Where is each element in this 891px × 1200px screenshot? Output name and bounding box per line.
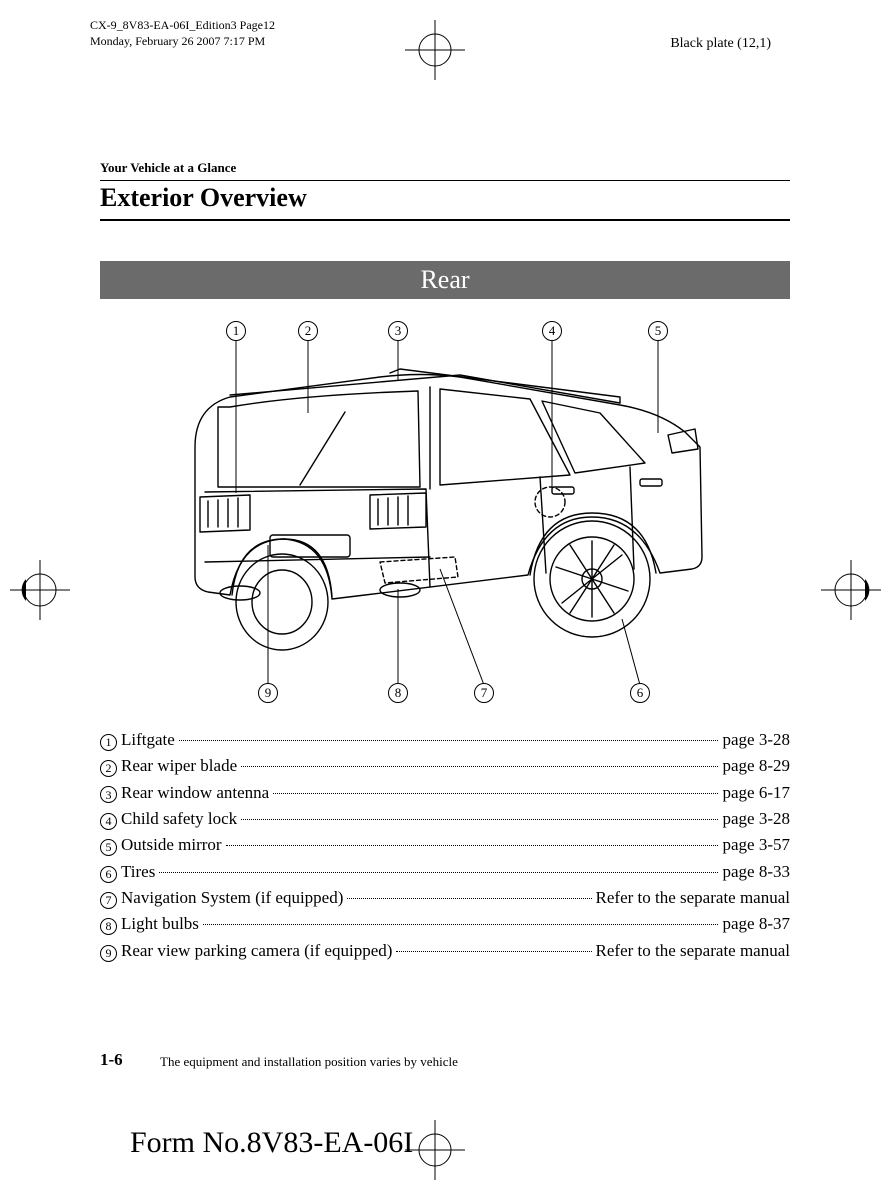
form-number: Form No.8V83-EA-06I [130, 1126, 413, 1160]
vehicle-diagram: 1 2 3 4 5 9 8 7 6 [100, 317, 790, 707]
callout-5: 5 [648, 321, 668, 341]
page-content: Your Vehicle at a Glance Exterior Overvi… [100, 160, 790, 964]
legend-leader-dots [241, 766, 718, 767]
legend-number: 3 [100, 786, 117, 803]
legend-number: 5 [100, 839, 117, 856]
legend-row: 9Rear view parking camera (if equipped) … [100, 938, 790, 964]
legend-row: 4Child safety lock page 3-28 [100, 806, 790, 832]
legend-label: Rear wiper blade [121, 753, 237, 779]
legend-page: page 8-37 [722, 911, 790, 937]
legend-label: Child safety lock [121, 806, 237, 832]
section-bar: Rear [100, 261, 790, 299]
callout-9: 9 [258, 683, 278, 703]
legend-page: page 8-33 [722, 859, 790, 885]
legend-leader-dots [203, 924, 719, 925]
legend-leader-dots [159, 872, 718, 873]
vehicle-svg [100, 317, 790, 707]
legend-row: 5Outside mirror page 3-57 [100, 832, 790, 858]
legend-row: 8Light bulbs page 8-37 [100, 911, 790, 937]
legend-number: 6 [100, 866, 117, 883]
header-line2: Monday, February 26 2007 7:17 PM [90, 34, 275, 50]
plate-info: Black plate (12,1) [670, 36, 771, 52]
legend-leader-dots [396, 951, 591, 952]
legend-row: 3Rear window antenna page 6-17 [100, 780, 790, 806]
legend-number: 4 [100, 813, 117, 830]
legend-page: page 3-28 [722, 727, 790, 753]
legend-label: Navigation System (if equipped) [121, 885, 343, 911]
legend-leader-dots [273, 793, 718, 794]
footer-pagenum: 1-6 [100, 1050, 123, 1070]
legend-row: 7Navigation System (if equipped) Refer t… [100, 885, 790, 911]
legend-label: Light bulbs [121, 911, 199, 937]
regmark-top-icon [405, 20, 465, 80]
legend-number: 8 [100, 918, 117, 935]
legend-number: 7 [100, 892, 117, 909]
legend-label: Outside mirror [121, 832, 222, 858]
legend-label: Tires [121, 859, 155, 885]
legend-list: 1Liftgate page 3-282Rear wiper blade pag… [100, 727, 790, 964]
legend-number: 2 [100, 760, 117, 777]
legend-page: Refer to the separate manual [596, 885, 790, 911]
callout-2: 2 [298, 321, 318, 341]
section-eyebrow: Your Vehicle at a Glance [100, 160, 790, 176]
legend-row: 2Rear wiper blade page 8-29 [100, 753, 790, 779]
legend-label: Rear view parking camera (if equipped) [121, 938, 392, 964]
regmark-right-icon [821, 560, 881, 620]
callout-1: 1 [226, 321, 246, 341]
footer-note: The equipment and installation position … [160, 1054, 458, 1070]
legend-row: 1Liftgate page 3-28 [100, 727, 790, 753]
legend-label: Rear window antenna [121, 780, 269, 806]
legend-page: page 3-57 [722, 832, 790, 858]
legend-leader-dots [347, 898, 591, 899]
callout-7: 7 [474, 683, 494, 703]
legend-page: page 6-17 [722, 780, 790, 806]
regmark-left-icon [10, 560, 70, 620]
regmark-bottom-icon [405, 1120, 465, 1180]
callout-3: 3 [388, 321, 408, 341]
callout-6: 6 [630, 683, 650, 703]
legend-leader-dots [226, 845, 719, 846]
legend-page: page 8-29 [722, 753, 790, 779]
header-info: CX-9_8V83-EA-06I_Edition3 Page12 Monday,… [90, 18, 275, 49]
legend-page: page 3-28 [722, 806, 790, 832]
page-title: Exterior Overview [100, 180, 790, 221]
legend-row: 6Tires page 8-33 [100, 859, 790, 885]
legend-leader-dots [179, 740, 719, 741]
legend-number: 1 [100, 734, 117, 751]
callout-4: 4 [542, 321, 562, 341]
legend-leader-dots [241, 819, 718, 820]
callout-8: 8 [388, 683, 408, 703]
legend-page: Refer to the separate manual [596, 938, 790, 964]
legend-label: Liftgate [121, 727, 175, 753]
legend-number: 9 [100, 945, 117, 962]
header-line1: CX-9_8V83-EA-06I_Edition3 Page12 [90, 18, 275, 34]
